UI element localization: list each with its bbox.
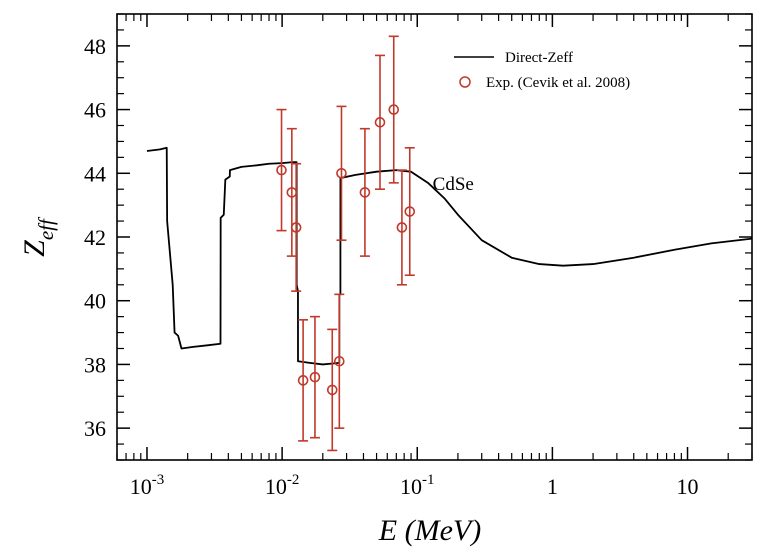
experiment-point (374, 117, 386, 128)
experiment-point (276, 164, 287, 176)
minor-ticks (116, 13, 753, 461)
x-tick-label-base: 1 (547, 474, 558, 499)
experiment-point (396, 222, 408, 233)
y-axis-label: Zeff (18, 216, 58, 257)
legend: Direct-Zeff Exp. (Cevik et al. 2008) (454, 50, 630, 91)
experiment-point (326, 384, 338, 396)
x-tick-label-base: 10 (130, 474, 152, 499)
y-tick-label: 36 (84, 416, 106, 441)
y-tick-label: 44 (84, 161, 106, 186)
experiment-point (334, 355, 345, 367)
experiment-point (388, 104, 400, 115)
x-tick-label: 10-2 (265, 472, 300, 499)
y-axis-label-main: Z (18, 240, 51, 257)
compound-annotation: CdSe (433, 174, 474, 195)
legend-theory-label: Direct-Zeff (505, 50, 573, 66)
experiment-point (290, 222, 302, 233)
x-tick-label: 10 (677, 474, 699, 499)
x-tick-label-exponent: -2 (287, 472, 300, 488)
y-tick-label: 42 (84, 225, 106, 250)
y-tick-label: 40 (84, 289, 106, 314)
x-tick-label-exponent: -3 (152, 472, 165, 488)
legend-marker-swatch (459, 76, 471, 88)
x-tick-label-base: 10 (677, 474, 699, 499)
x-axis-label: E (MeV) (378, 514, 481, 547)
experiment-point (404, 206, 416, 217)
plot-frame (116, 13, 753, 461)
experiment-points-group (276, 35, 416, 452)
legend-experiment-label: Exp. (Cevik et al. 2008) (486, 75, 630, 91)
x-tick-label-base: 10 (265, 474, 287, 499)
x-tick-label: 10-3 (130, 472, 165, 499)
experiment-point (297, 375, 309, 386)
y-tick-label: 38 (84, 352, 106, 377)
major-ticks (117, 14, 752, 460)
y-tick-label: 46 (84, 98, 106, 123)
experiment-point (336, 167, 347, 179)
x-tick-label: 10-1 (400, 472, 435, 499)
y-axis-label-sub: eff (34, 216, 58, 240)
x-tick-label-exponent: -1 (422, 472, 435, 488)
x-tick-label: 1 (547, 474, 558, 499)
experiment-point (359, 187, 371, 198)
x-tick-labels: 10-3 10-2 10-1 1 10 (130, 472, 699, 499)
experiment-point (309, 371, 321, 383)
x-tick-label-base: 10 (400, 474, 422, 499)
y-tick-labels: 36 38 40 42 44 46 48 (84, 34, 106, 441)
y-tick-label: 48 (84, 34, 106, 59)
